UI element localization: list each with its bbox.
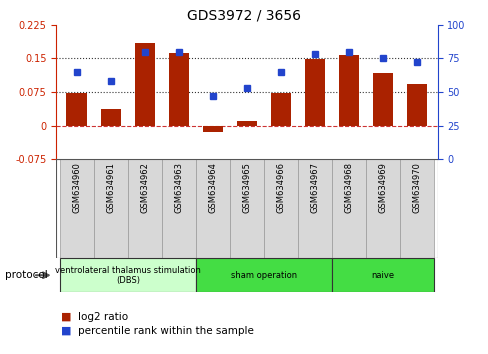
Text: percentile rank within the sample: percentile rank within the sample [78,326,254,336]
Bar [236,121,257,126]
Bar [101,109,121,126]
Bar [366,159,399,258]
Bar [66,93,87,126]
Text: GSM634962: GSM634962 [140,162,149,213]
Bar [270,93,291,126]
Text: GSM634969: GSM634969 [378,162,387,213]
Text: GSM634968: GSM634968 [344,162,353,213]
Bar [399,159,433,258]
Bar [196,258,331,292]
Bar [372,73,392,126]
Text: protocol: protocol [5,270,47,280]
Bar [229,159,264,258]
Bar [60,258,196,292]
Bar [297,159,331,258]
Bar [264,159,297,258]
Text: ventrolateral thalamus stimulation
(DBS): ventrolateral thalamus stimulation (DBS) [55,266,200,285]
Bar [196,159,229,258]
Text: log2 ratio: log2 ratio [78,312,128,322]
Bar [134,43,155,126]
Bar [168,53,189,126]
Text: GSM634966: GSM634966 [276,162,285,213]
Text: GSM634967: GSM634967 [310,162,319,213]
Bar [331,159,366,258]
Text: naive: naive [371,271,394,280]
Bar [406,84,427,126]
Text: GSM634964: GSM634964 [208,162,217,213]
Text: ■: ■ [61,326,71,336]
Text: GSM634965: GSM634965 [242,162,251,213]
Bar [127,159,162,258]
Bar [304,59,325,126]
Bar [162,159,196,258]
Bar [60,159,94,258]
Text: GDS3972 / 3656: GDS3972 / 3656 [187,9,301,23]
Text: GSM634961: GSM634961 [106,162,115,213]
Bar [338,55,359,126]
Text: ■: ■ [61,312,71,322]
Text: GSM634963: GSM634963 [174,162,183,213]
Bar [94,159,127,258]
Bar [202,126,223,132]
Text: GSM634960: GSM634960 [72,162,81,213]
Text: sham operation: sham operation [230,271,296,280]
Text: GSM634970: GSM634970 [412,162,421,213]
Bar [331,258,433,292]
